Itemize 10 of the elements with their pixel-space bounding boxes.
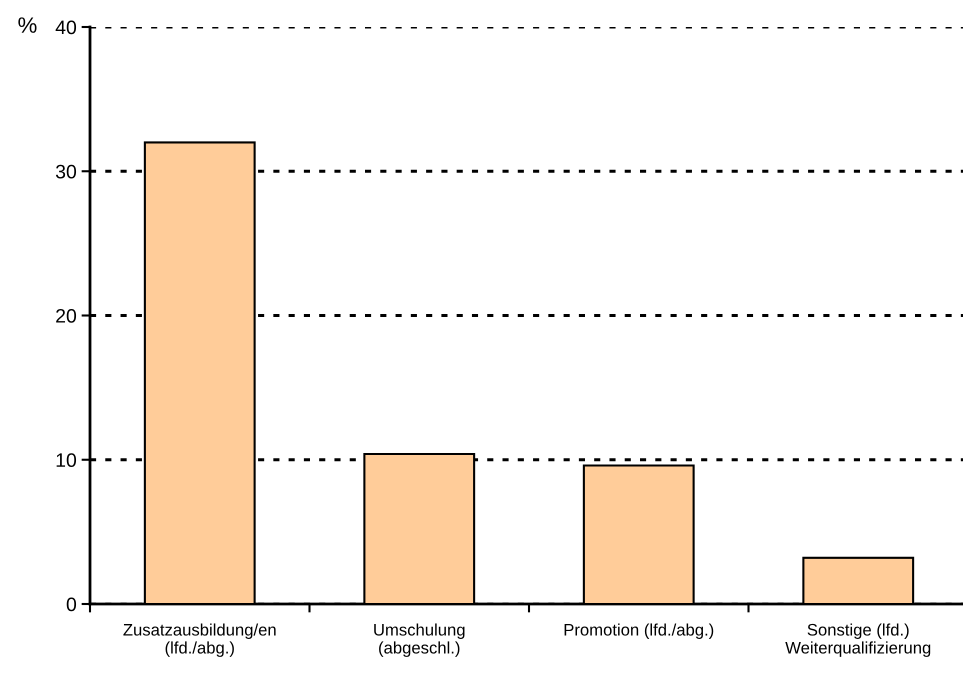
y-axis-title: % [18,17,37,33]
x-tick-label: Umschulung (abgeschl.) [374,623,464,657]
x-tick-label: Zusatzausbildung/en (lfd./abg.) [123,623,276,657]
x-tick-label: Promotion (lfd./abg.) [564,623,714,639]
y-tick-label: 0 [66,597,76,612]
x-tick-label: Sonstige (lfd.) Weiterqualifizierung [785,623,930,657]
y-tick-label: 20 [56,308,76,323]
y-tick-label: 30 [56,164,76,178]
y-tick-label: 40 [56,20,76,34]
y-tick-label: 10 [56,453,76,467]
